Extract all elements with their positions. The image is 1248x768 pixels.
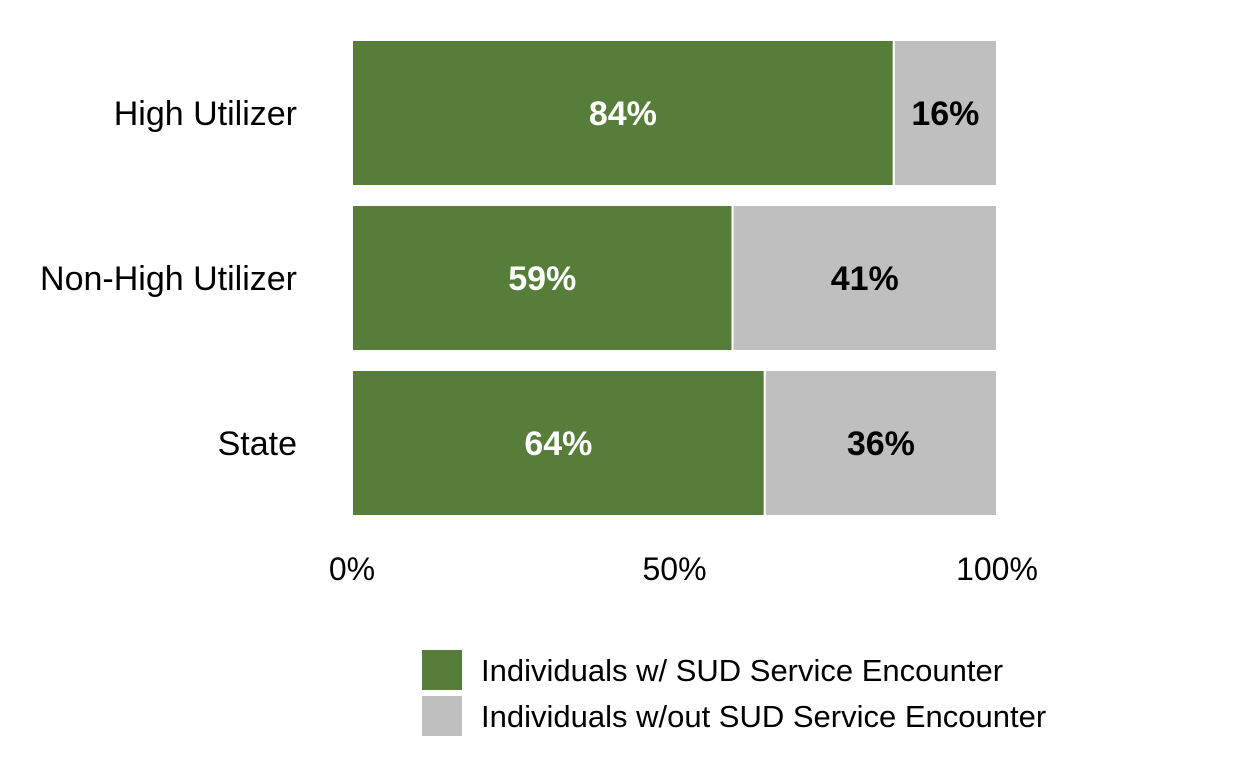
x-tick-label: 100% <box>956 551 1038 587</box>
bar-segment-state-series-2 <box>763 369 998 517</box>
x-axis-ticks: 0% 50% 100% <box>329 551 1038 587</box>
bar-segment-state-series-1 <box>351 369 766 517</box>
data-label-high-utilizer-series-2: 16% <box>911 95 979 133</box>
bar-segment-high-utilizer-series-1 <box>351 39 895 187</box>
data-label-state-series-2: 36% <box>847 425 915 463</box>
x-tick-label: 0% <box>329 551 375 587</box>
data-label-high-utilizer-series-1: 84% <box>589 95 657 133</box>
category-label-state: State <box>218 425 297 463</box>
legend-swatch-series-1 <box>422 650 462 690</box>
x-tick-label: 50% <box>642 551 706 587</box>
data-label-non-high-utilizer-series-2: 41% <box>831 260 899 298</box>
data-label-non-high-utilizer-series-1: 59% <box>508 260 576 298</box>
bar-segment-high-utilizer-series-2 <box>892 39 998 187</box>
legend: Individuals w/ SUD Service Encounter Indi… <box>422 650 1046 736</box>
bar-segment-non-high-utilizer-series-1 <box>351 204 734 352</box>
category-label-high-utilizer: High Utilizer <box>114 95 297 133</box>
legend-label-series-2: Individuals w/out SUD Service Encounter <box>481 699 1046 734</box>
bars-layer: 84% 16% 59% 41% 64% 36% <box>351 39 998 517</box>
legend-swatch-series-2 <box>422 696 462 736</box>
category-label-non-high-utilizer: Non-High Utilizer <box>40 260 297 298</box>
bar-segment-non-high-utilizer-series-2 <box>731 204 998 352</box>
legend-label-series-1: Individuals w/ SUD Service Encounter <box>481 653 1003 688</box>
data-label-state-series-1: 64% <box>524 425 592 463</box>
category-labels: High Utilizer Non-High Utilizer State <box>40 95 297 463</box>
